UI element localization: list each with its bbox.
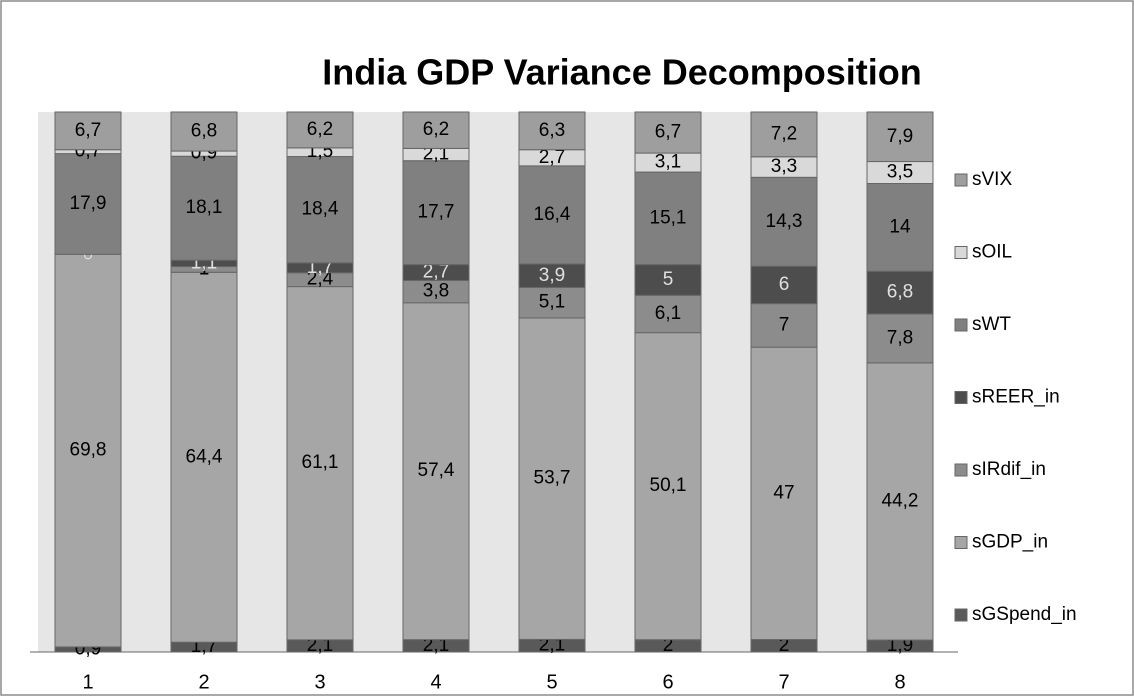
data-label: 17,9 (70, 193, 107, 214)
data-label: 6 (779, 274, 790, 295)
data-label: 6,2 (307, 119, 333, 140)
bar-segment (634, 332, 702, 641)
bar-segment (634, 294, 702, 334)
legend-label: sIRdif_in (972, 459, 1046, 480)
bar-segment (170, 271, 238, 643)
bar-segment (750, 265, 818, 305)
bar-segment (402, 111, 470, 149)
bar-segment (518, 111, 586, 151)
data-label: 17,7 (418, 202, 455, 223)
legend-label: sWT (972, 314, 1011, 335)
data-label: 14 (889, 216, 911, 237)
bar-segment (54, 153, 122, 255)
data-label: 7,9 (887, 126, 913, 147)
bar-segment (866, 182, 934, 272)
data-label: 6,7 (655, 122, 681, 143)
data-label: 15,1 (650, 207, 687, 228)
x-tick-label: 6 (662, 671, 673, 693)
legend-label: sOIL (972, 242, 1012, 263)
data-label: 57,4 (418, 460, 455, 481)
data-label: 3,5 (887, 162, 913, 183)
x-tick-label: 3 (314, 671, 325, 693)
bar-segment (286, 111, 354, 149)
x-tick-label: 7 (778, 671, 789, 693)
data-label: 3,3 (771, 156, 797, 177)
data-label: 2 (779, 635, 790, 656)
data-label: 2 (663, 635, 674, 656)
bar-segment (54, 111, 122, 151)
data-label: 7 (779, 314, 790, 335)
bar-segment (54, 253, 122, 648)
data-label: 6,3 (539, 120, 565, 141)
bar-segment (750, 111, 818, 158)
legend-swatch (954, 536, 968, 549)
bar-segment (518, 165, 586, 265)
data-label: 1 (199, 258, 210, 279)
bar-segment (866, 362, 934, 641)
data-label: 3,9 (539, 265, 565, 286)
data-label: 61,1 (302, 452, 339, 473)
data-label: 6,7 (75, 120, 101, 141)
bar-segment (750, 176, 818, 267)
legend-swatch (954, 391, 968, 404)
legend-swatch (954, 246, 968, 259)
legend-label: sGSpend_in (972, 604, 1077, 625)
x-tick-label: 2 (198, 671, 209, 693)
bar-segment (170, 111, 238, 152)
data-label: 7,2 (771, 123, 797, 144)
data-label: 53,7 (534, 468, 571, 489)
data-label: 6,1 (655, 303, 681, 324)
bar-segment (634, 111, 702, 154)
x-tick-label: 1 (82, 671, 93, 693)
chart-title: India GDP Variance Decomposition (322, 52, 922, 93)
data-label: 18,1 (186, 197, 223, 218)
bar-segment (518, 317, 586, 640)
x-tick-label: 5 (546, 671, 557, 693)
data-label: 6,2 (423, 119, 449, 140)
data-label: 69,8 (70, 440, 107, 461)
bar-segment (170, 155, 238, 261)
data-label: 16,4 (534, 204, 571, 225)
data-label: 2,4 (307, 269, 334, 290)
data-label: 3,1 (655, 152, 681, 173)
bar-segment (750, 303, 818, 348)
data-label: 14,3 (766, 211, 803, 232)
data-label: 6,8 (191, 121, 217, 142)
data-label: 50,1 (650, 475, 687, 496)
data-label: 18,4 (302, 199, 339, 220)
bar-segment (286, 286, 354, 641)
legend-swatch (954, 173, 968, 187)
data-label: 5 (663, 269, 674, 290)
data-label: 2,7 (423, 262, 449, 283)
x-tick-label: 4 (430, 671, 441, 693)
data-label: 6,8 (887, 282, 913, 303)
data-label: 3,8 (423, 281, 449, 302)
x-tick-label: 8 (894, 671, 905, 693)
legend-label: sGDP_in (972, 532, 1048, 553)
bar-segment (866, 313, 934, 364)
data-label: 2,7 (539, 147, 565, 168)
legend-swatch (954, 608, 968, 622)
legend-label: sREER_in (972, 387, 1060, 408)
legend-swatch (954, 463, 968, 477)
bar-segment (518, 286, 586, 319)
legend-label: sVIX (972, 169, 1012, 190)
data-label: 44,2 (882, 490, 919, 511)
data-label: 5,1 (539, 292, 565, 313)
bar-segment (402, 302, 470, 641)
data-label: 47 (773, 482, 794, 503)
data-label: 64,4 (186, 446, 223, 467)
bar-segment (634, 171, 702, 266)
data-label: 7,8 (887, 327, 913, 348)
bar-segment (866, 111, 934, 163)
data-label: 2,1 (539, 635, 565, 656)
legend-swatch (954, 318, 968, 332)
